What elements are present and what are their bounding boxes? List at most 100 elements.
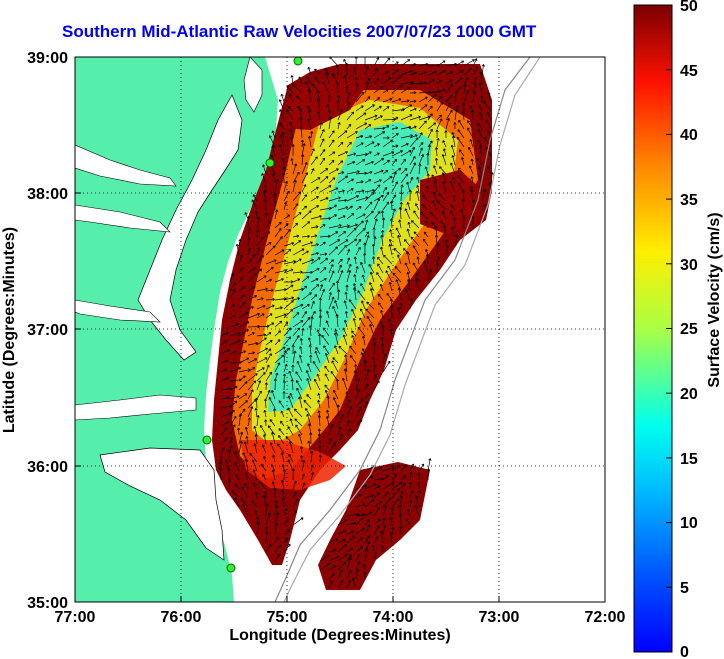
- velocity-arrow: [435, 129, 439, 139]
- velocity-arrow: [262, 434, 267, 445]
- velocity-arrow: [381, 324, 385, 337]
- velocity-arrow: [307, 118, 312, 130]
- velocity-field-red-band: [240, 440, 346, 490]
- velocity-arrow: [234, 461, 240, 472]
- velocity-arrow: [359, 308, 366, 319]
- velocity-arrow: [307, 109, 312, 121]
- velocity-arrow: [373, 536, 379, 544]
- velocity-arrow: [240, 497, 249, 508]
- velocity-arrow: [422, 238, 429, 247]
- velocity-arrow: [308, 344, 312, 355]
- velocity-arrow: [256, 390, 262, 400]
- velocity-arrow: [254, 407, 258, 418]
- velocity-arrow: [391, 75, 402, 85]
- velocity-arrow: [423, 260, 429, 274]
- velocity-arrow: [477, 139, 483, 148]
- velocity-arrow: [262, 474, 267, 481]
- velocity-arrow: [234, 483, 240, 490]
- velocity-arrow: [404, 262, 411, 274]
- velocity-arrow: [372, 356, 376, 364]
- velocity-arrow: [288, 440, 294, 454]
- velocity-arrow: [341, 377, 348, 391]
- velocity-arrow: [282, 380, 286, 391]
- velocity-arrow: [337, 171, 345, 175]
- velocity-arrow: [471, 215, 475, 229]
- velocity-arrow: [292, 335, 300, 346]
- velocity-arrow: [292, 212, 302, 220]
- velocity-arrow: [346, 406, 353, 418]
- velocity-arrow: [327, 94, 331, 103]
- velocity-arrow: [395, 227, 402, 238]
- velocity-arrow: [296, 95, 303, 103]
- velocity-arrow: [254, 491, 258, 499]
- velocity-arrow: [360, 283, 366, 292]
- velocity-arrow: [346, 92, 351, 103]
- delaware-bay: [243, 57, 263, 113]
- velocity-arrow: [463, 67, 473, 76]
- velocity-arrow: [477, 128, 483, 139]
- velocity-arrow: [391, 194, 397, 202]
- velocity-arrow: [480, 95, 484, 103]
- velocity-arrow: [394, 266, 402, 274]
- velocity-arrow: [229, 415, 237, 427]
- velocity-arrow: [382, 353, 387, 364]
- velocity-arrow: [418, 120, 427, 130]
- velocity-arrow: [348, 299, 357, 310]
- velocity-arrow: [337, 231, 347, 238]
- velocity-arrow: [425, 220, 429, 229]
- velocity-arrow: [418, 104, 428, 112]
- velocity-arrow: [256, 357, 268, 364]
- velocity-arrow: [328, 168, 339, 175]
- velocity-arrow: [409, 156, 416, 166]
- velocity-arrow: [400, 134, 414, 139]
- velocity-arrow: [373, 380, 380, 391]
- velocity-arrow: [449, 180, 456, 193]
- velocity-arrow: [462, 215, 466, 229]
- velocity-arrow: [303, 399, 312, 409]
- velocity-arrow: [467, 120, 474, 130]
- velocity-arrow: [310, 186, 319, 193]
- velocity-arrow: [307, 89, 312, 103]
- velocity-arrow: [383, 254, 393, 265]
- velocity-arrow: [247, 272, 257, 283]
- velocity-arrow: [238, 311, 249, 319]
- velocity-arrow: [355, 246, 361, 256]
- velocity-arrow: [378, 302, 384, 310]
- velocity-arrow: [355, 227, 366, 238]
- velocity-arrow: [436, 137, 440, 148]
- velocity-arrow: [310, 316, 314, 328]
- x-tick-label: 72:00: [585, 609, 626, 626]
- velocity-arrow: [310, 251, 319, 256]
- velocity-arrow: [264, 382, 268, 391]
- velocity-arrow: [452, 217, 457, 229]
- velocity-arrow: [364, 524, 371, 535]
- velocity-arrow: [441, 210, 447, 220]
- velocity-arrow: [283, 223, 289, 229]
- velocity-arrow: [256, 275, 267, 283]
- velocity-arrow: [314, 350, 321, 364]
- velocity-arrow: [380, 246, 384, 256]
- velocity-arrow: [406, 278, 411, 292]
- velocity-arrow: [361, 300, 366, 310]
- velocity-arrow: [346, 178, 354, 184]
- velocity-arrow: [318, 454, 322, 463]
- velocity-arrow: [294, 408, 303, 418]
- velocity-arrow: [328, 224, 342, 229]
- velocity-arrow: [382, 360, 391, 373]
- velocity-arrow: [292, 171, 300, 184]
- velocity-arrow: [328, 573, 335, 580]
- velocity-arrow: [301, 258, 314, 265]
- velocity-arrow: [325, 71, 330, 85]
- velocity-arrow: [373, 342, 377, 355]
- velocity-arrow: [328, 437, 333, 445]
- velocity-arrow: [328, 423, 334, 436]
- velocity-arrow: [314, 68, 321, 76]
- velocity-arrow: [292, 203, 299, 211]
- velocity-arrow: [466, 127, 474, 139]
- velocity-arrow: [319, 168, 329, 175]
- velocity-arrow: [283, 543, 291, 553]
- velocity-arrow: [373, 143, 380, 148]
- velocity-arrow: [247, 215, 251, 229]
- velocity-arrow: [353, 274, 357, 283]
- velocity-arrow: [326, 395, 330, 409]
